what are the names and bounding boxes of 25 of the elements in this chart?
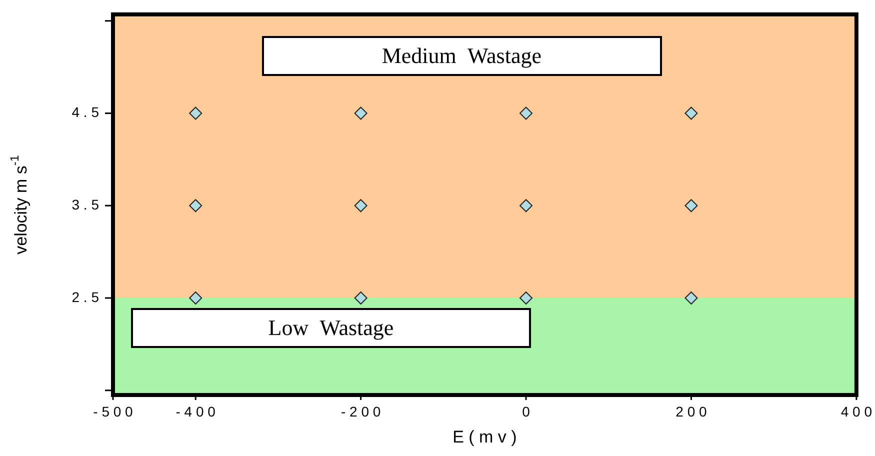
point [189,292,202,305]
x-tick-label: - 4 0 0 [176,403,216,420]
x-tick-label: 4 0 0 [840,403,872,420]
x-tick-label: 2 0 0 [676,403,708,420]
point [189,199,202,212]
x-tick-label: - 5 0 0 [93,403,134,420]
point [520,292,533,305]
point [520,199,533,212]
y-tick-label: 2 . 5 [72,288,100,305]
x-tick-label: - 2 0 0 [340,403,381,420]
x-tick-label: 0 [522,403,530,420]
band-label: Low Wastage [268,315,394,341]
y-tick-label: 3 . 5 [72,196,100,212]
point [684,292,698,305]
point [354,199,368,212]
point [684,199,698,212]
point [520,106,533,120]
point [189,106,202,120]
x-axis-title: E ( m v ) [452,428,517,447]
point [354,106,368,120]
band-label: Medium Wastage [382,43,542,70]
y-axis-title: velocity m s-1 [7,154,31,254]
point [354,292,368,305]
point [684,106,698,120]
y-tick-label: 4 . 5 [72,104,100,120]
